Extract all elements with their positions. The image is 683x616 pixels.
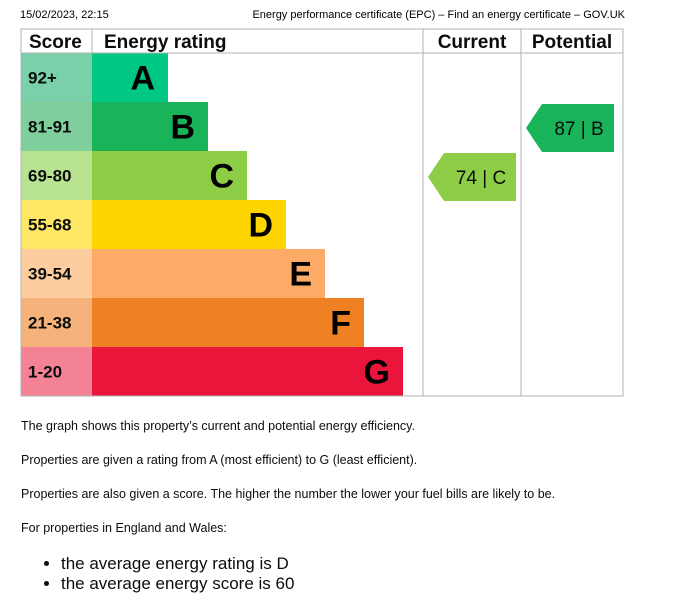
rating-letter-c: C [209, 158, 234, 196]
score-description: Properties are also given a score. The h… [21, 487, 556, 501]
current-rating-arrow [428, 153, 516, 201]
rating-bar-d [92, 200, 286, 249]
energy-rating-column-header: Energy rating [104, 32, 226, 53]
rating-letter-d: D [248, 207, 273, 245]
current-column-header: Current [438, 32, 507, 53]
print-date: 15/02/2023, 22:15 [20, 9, 109, 21]
score-cell-b [21, 102, 92, 151]
average-score-item: the average energy score is 60 [61, 574, 294, 594]
score-cell-a [21, 53, 92, 102]
potential-rating-label: 87 | B [554, 119, 603, 140]
score-range-b: 81-91 [28, 118, 71, 137]
rating-description: Properties are given a rating from A (mo… [21, 453, 418, 467]
print-page-title: Energy performance certificate (EPC) – F… [252, 9, 625, 21]
rating-letter-a: A [130, 60, 155, 98]
rating-bar-f [92, 298, 364, 347]
rating-bar-e [92, 249, 325, 298]
averages-intro: For properties in England and Wales: [21, 521, 227, 535]
score-range-g: 1-20 [28, 363, 62, 382]
epc-chart: Score Energy rating Current Potential 92+ A 81… [20, 28, 624, 397]
potential-rating-arrow [526, 104, 614, 152]
average-rating-item: the average energy rating is D [61, 554, 294, 574]
score-range-a: 92+ [28, 69, 57, 88]
chart-border [20, 28, 624, 397]
score-cell-c [21, 151, 92, 200]
score-range-c: 69-80 [28, 167, 71, 186]
score-column-header: Score [29, 32, 82, 53]
rating-bar-g [92, 347, 403, 396]
score-range-d: 55-68 [28, 216, 71, 235]
rating-letter-g: G [364, 354, 390, 392]
rating-bar-c [92, 151, 247, 200]
score-cell-e [21, 249, 92, 298]
score-cell-f [21, 298, 92, 347]
score-range-e: 39-54 [28, 265, 72, 284]
rating-bar-b [92, 102, 208, 151]
potential-column-header: Potential [532, 32, 612, 53]
score-cell-g [21, 347, 92, 396]
rating-letter-f: F [330, 305, 351, 343]
current-rating-label: 74 | C [456, 168, 506, 189]
rating-letter-e: E [289, 256, 312, 294]
averages-list: the average energy rating is D the avera… [41, 554, 294, 594]
score-range-f: 21-38 [28, 314, 71, 333]
rating-bar-a [92, 53, 168, 102]
graph-description: The graph shows this property’s current … [21, 419, 415, 433]
rating-letter-b: B [170, 109, 195, 147]
score-cell-d [21, 200, 92, 249]
